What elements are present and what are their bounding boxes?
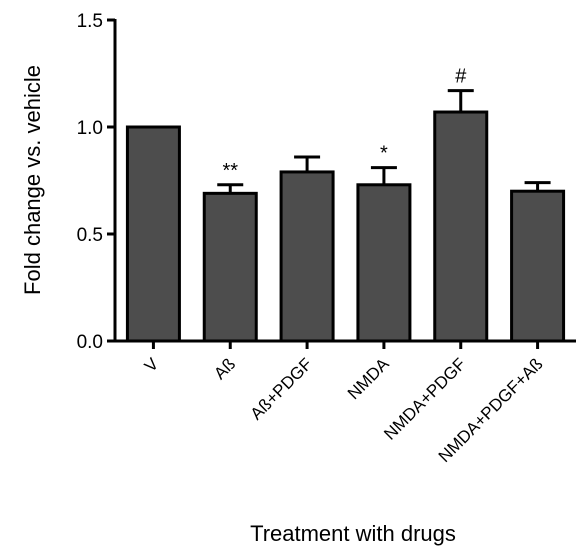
x-tick-label: NMDA [344, 354, 393, 403]
bar [125, 125, 181, 343]
x-tick-label: Aß+PDGF [247, 354, 316, 423]
bar [202, 191, 258, 343]
x-tick-label: Aß [210, 354, 239, 383]
significance-label: # [455, 66, 467, 88]
y-tick-label: 0.0 [77, 332, 103, 353]
x-axis-title: Treatment with drugs [250, 521, 456, 546]
bar [356, 183, 412, 343]
bar [433, 110, 489, 343]
annotations-layer: ***# [222, 66, 467, 182]
bar [510, 189, 566, 343]
y-ticks-layer: 0.0 0.5 1.0 1.5 [77, 11, 115, 353]
x-tick-label: V [141, 354, 163, 376]
error-bars-layer [217, 89, 551, 194]
significance-label: ** [222, 160, 238, 182]
significance-label: * [380, 143, 388, 165]
y-tick-label: 1.5 [77, 11, 103, 32]
bars-layer [125, 110, 566, 343]
y-tick-label: 1.0 [77, 118, 103, 139]
y-tick-label: 0.5 [77, 225, 103, 246]
bar [279, 170, 335, 343]
y-axis-title: Fold change vs. vehicle [20, 65, 45, 295]
